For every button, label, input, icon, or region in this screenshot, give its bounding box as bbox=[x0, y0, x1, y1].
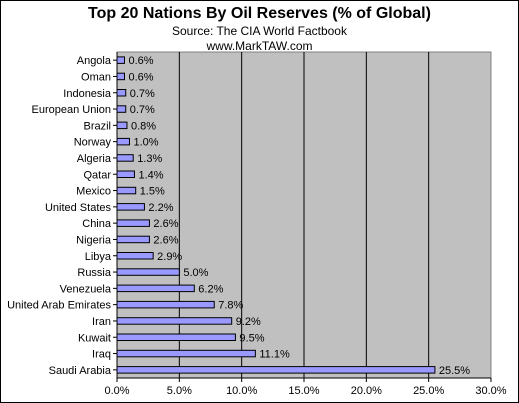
data-label-brazil: 0.8% bbox=[131, 120, 156, 132]
data-label-kuwait: 9.5% bbox=[239, 332, 264, 344]
data-label-russia: 5.0% bbox=[183, 267, 208, 279]
category-label-nigeria: Nigeria bbox=[76, 234, 112, 246]
data-labels: 0.6% 0.6% 0.7% 0.7% 0.8% 1.0% 1.3% 1.4% 1.5% 2.2%… bbox=[128, 55, 470, 377]
data-label-norway: 1.0% bbox=[133, 137, 158, 149]
data-label-libya: 2.9% bbox=[157, 251, 182, 263]
bar-european-union bbox=[116, 105, 127, 113]
chart-credit: www.MarkTAW.com bbox=[206, 39, 313, 53]
x-tick-label: 30.0% bbox=[475, 385, 506, 397]
category-label-iran: Iran bbox=[92, 316, 111, 328]
category-label-brazil: Brazil bbox=[83, 120, 111, 132]
data-label-mexico: 1.5% bbox=[140, 186, 165, 198]
bar-united-states bbox=[116, 203, 145, 211]
bar-qatar bbox=[116, 170, 135, 178]
data-label-nigeria: 2.6% bbox=[153, 234, 178, 246]
category-label-saudi-arabia: Saudi Arabia bbox=[49, 365, 112, 377]
category-label-libya: Libya bbox=[85, 251, 112, 263]
x-tick-label: 0.0% bbox=[104, 385, 129, 397]
x-tick-label: 25.0% bbox=[413, 385, 444, 397]
category-label-kuwait: Kuwait bbox=[78, 332, 111, 344]
data-label-saudi-arabia: 25.5% bbox=[439, 365, 470, 377]
bar-brazil bbox=[116, 121, 128, 130]
bar-venezuela bbox=[116, 284, 195, 293]
data-label-united-states: 2.2% bbox=[148, 202, 173, 214]
data-label-china: 2.6% bbox=[153, 218, 178, 230]
category-label-indonesia: Indonesia bbox=[63, 88, 112, 100]
x-tick-label: 5.0% bbox=[167, 385, 192, 397]
category-label-united-states: United States bbox=[45, 202, 112, 214]
bar-iran bbox=[116, 317, 233, 325]
chart-title: Top 20 Nations By Oil Reserves (% of Glo… bbox=[88, 5, 431, 22]
data-label-european-union: 0.7% bbox=[130, 104, 155, 116]
category-label-norway: Norway bbox=[74, 137, 112, 149]
category-label-iraq: Iraq bbox=[92, 349, 111, 361]
bar-russia bbox=[116, 268, 180, 276]
bar-libya bbox=[116, 252, 154, 260]
data-label-angola: 0.6% bbox=[128, 55, 153, 67]
bar-oman bbox=[116, 72, 125, 81]
data-label-indonesia: 0.7% bbox=[130, 88, 155, 100]
bar-algeria bbox=[116, 154, 134, 162]
data-label-qatar: 1.4% bbox=[138, 169, 163, 181]
x-axis-ticks: 0.0% 5.0% 10.0% 15.0% 20.0% 25.0% 30.0% bbox=[104, 378, 507, 397]
category-label-oman: Oman bbox=[81, 71, 111, 83]
x-tick-label: 20.0% bbox=[351, 385, 382, 397]
bar-nigeria bbox=[116, 235, 150, 244]
bar-angola bbox=[116, 56, 125, 64]
category-label-qatar: Qatar bbox=[83, 169, 111, 181]
data-label-iraq: 11.1% bbox=[259, 349, 290, 361]
bars bbox=[113, 56, 436, 374]
chart-subtitle: Source: The CIA World Factbook bbox=[172, 24, 347, 38]
data-label-united-arab-emirates: 7.8% bbox=[218, 300, 243, 312]
category-labels: Angola Oman Indonesia European Union Brazil N… bbox=[7, 55, 112, 377]
category-label-mexico: Mexico bbox=[76, 186, 111, 198]
data-label-oman: 0.6% bbox=[128, 71, 153, 83]
x-tick-label: 15.0% bbox=[288, 385, 319, 397]
data-label-venezuela: 6.2% bbox=[198, 283, 223, 295]
data-label-iran: 9.2% bbox=[236, 316, 261, 328]
bar-indonesia bbox=[116, 89, 127, 97]
bar-iraq bbox=[116, 349, 256, 358]
category-label-china: China bbox=[82, 218, 112, 230]
category-label-algeria: Algeria bbox=[77, 153, 112, 165]
category-label-russia: Russia bbox=[77, 267, 112, 279]
category-label-european-union: European Union bbox=[31, 104, 111, 116]
bar-mexico bbox=[116, 186, 137, 195]
category-label-angola: Angola bbox=[77, 55, 112, 67]
category-label-united-arab-emirates: United Arab Emirates bbox=[7, 300, 111, 312]
bar-united-arab-emirates bbox=[116, 300, 215, 309]
category-label-venezuela: Venezuela bbox=[60, 283, 112, 295]
bar-china bbox=[116, 219, 150, 227]
bar-saudi-arabia bbox=[116, 366, 436, 374]
data-label-algeria: 1.3% bbox=[137, 153, 162, 165]
bar-kuwait bbox=[116, 333, 236, 341]
bar-norway bbox=[116, 137, 130, 146]
x-tick-label: 10.0% bbox=[226, 385, 257, 397]
